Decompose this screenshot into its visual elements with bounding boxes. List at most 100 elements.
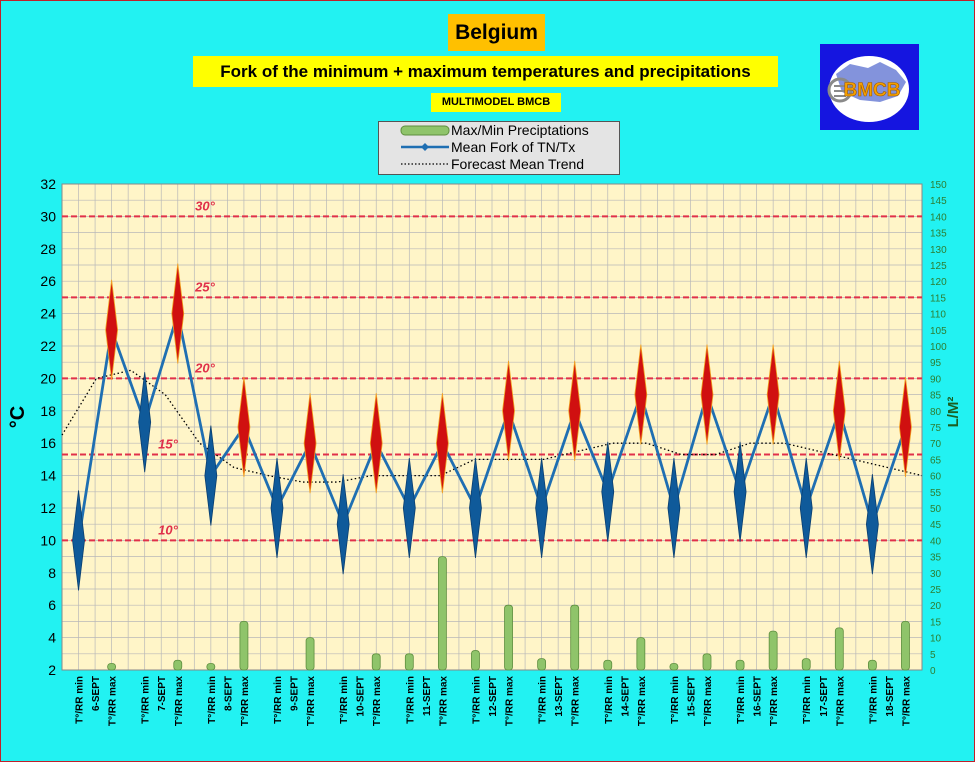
y2-tick-label: 20 (930, 601, 942, 612)
x-tick-label: T°/RR min (471, 676, 482, 724)
y2-tick-label: 100 (930, 342, 947, 353)
tmin-marker (138, 372, 152, 473)
y-tick-label: 20 (40, 370, 56, 386)
tmin-marker (204, 425, 218, 526)
tmin-marker (336, 474, 350, 575)
tmin-marker (72, 490, 85, 591)
precip-bar (636, 637, 646, 671)
x-tick-label: T°/RR min (75, 676, 86, 724)
tmax-marker (766, 344, 780, 445)
precip-bar (901, 621, 910, 671)
y2-tick-label: 95 (930, 358, 942, 369)
y2-tick-label: 40 (930, 536, 942, 547)
x-date-label: 11-SEPT (422, 676, 433, 716)
x-tick-label: T°/RR max (505, 676, 516, 727)
y2-tick-label: 45 (930, 520, 942, 531)
x-tick-label: T°/RR min (538, 676, 549, 724)
y2-tick-label: 150 (930, 180, 947, 191)
precip-bar (471, 650, 480, 671)
y2-tick-label: 120 (930, 277, 947, 288)
x-tick-label: T°/RR max (901, 676, 912, 727)
precip-bar (768, 630, 778, 671)
precip-bar (504, 604, 513, 671)
tmin-marker (799, 457, 813, 559)
y2-tick-label: 70 (930, 439, 942, 450)
y-tick-label: 12 (40, 500, 56, 516)
legend-mean-label: Mean Fork of TN/Tx (451, 139, 576, 155)
tmin-marker (402, 457, 416, 559)
precip-bar (834, 627, 844, 671)
y-tick-label: 16 (40, 435, 56, 451)
mean-fork-line (77, 313, 907, 541)
y2-tick-label: 125 (930, 261, 947, 272)
x-tick-label: T°/RR max (306, 676, 317, 727)
x-date-label: 14-SEPT (620, 676, 631, 717)
y-tick-label: 14 (40, 468, 56, 484)
tmax-marker (105, 279, 119, 380)
y-tick-label: 26 (40, 273, 56, 289)
reference-line-label: 15° (158, 437, 178, 452)
tmax-marker (502, 360, 515, 461)
y2-tick-label: 30 (930, 569, 942, 580)
y-tick-label: 2 (48, 662, 56, 678)
tmin-marker (535, 457, 549, 559)
chart-title: Belgium (448, 14, 545, 51)
y2-axis-label: L/M² (945, 397, 962, 428)
y2-tick-label: 60 (930, 472, 942, 483)
tmax-marker (303, 393, 317, 494)
y-tick-label: 8 (48, 565, 56, 581)
tmin-marker (733, 441, 747, 542)
y2-tick-label: 80 (930, 407, 942, 418)
y-tick-label: 10 (40, 532, 56, 548)
y-tick-label: 22 (40, 338, 56, 354)
chart-legend: Max/Min Preciptations Mean Fork of TN/Tx… (378, 121, 620, 175)
x-date-label: 9-SEPT (290, 676, 301, 711)
precip-bar (537, 658, 547, 671)
x-tick-label: T°/RR max (571, 676, 582, 727)
precip-bar (107, 663, 117, 671)
plot-border (61, 183, 923, 671)
bmcb-logo: BMCB (820, 44, 919, 130)
x-tick-label: T°/RR min (339, 676, 350, 724)
tmax-marker (832, 360, 846, 461)
tmax-marker (369, 393, 383, 494)
y2-tick-label: 0 (930, 666, 936, 677)
y-tick-label: 30 (40, 208, 56, 224)
y-tick-label: 28 (40, 241, 56, 257)
y2-tick-label: 115 (930, 293, 946, 304)
precip-bar (371, 653, 381, 671)
x-tick-label: T°/RR min (141, 676, 152, 724)
y2-tick-label: 35 (930, 553, 942, 564)
precip-bar (570, 604, 580, 671)
x-tick-label: T°/RR min (736, 676, 747, 724)
legend-mean-marker (421, 143, 429, 151)
tmax-marker (634, 344, 648, 445)
tmax-marker (568, 360, 582, 461)
y-axis-label: °C (7, 406, 29, 428)
reference-line-label: 10° (158, 522, 178, 537)
x-tick-label: T°/RR max (108, 676, 119, 727)
legend-trend-label: Forecast Mean Trend (451, 156, 585, 172)
reference-line-label: 25° (194, 279, 215, 294)
model-badge: MULTIMODEL BMCB (431, 93, 561, 112)
precip-bar (305, 637, 315, 671)
x-tick-label: T°/RR min (802, 676, 813, 724)
y-tick-label: 32 (40, 176, 56, 192)
y2-tick-label: 140 (930, 212, 947, 223)
y2-tick-label: 65 (930, 455, 942, 466)
x-tick-label: T°/RR min (405, 676, 416, 724)
legend-precip-label: Max/Min Preciptations (451, 122, 589, 138)
y-tick-label: 6 (48, 597, 56, 613)
x-tick-label: T°/RR max (372, 676, 383, 727)
y2-tick-label: 5 (930, 650, 936, 661)
tmin-marker (667, 457, 681, 559)
y-tick-label: 4 (48, 630, 56, 646)
precip-bar (867, 659, 877, 671)
precip-bar (735, 659, 745, 671)
chart-subtitle: Fork of the minimum + maximum temperatur… (193, 56, 778, 87)
precip-bar (801, 658, 811, 671)
precip-bar (437, 556, 447, 671)
x-tick-label: T°/RR max (438, 676, 449, 727)
x-tick-label: T°/RR max (769, 676, 780, 727)
precip-bar (702, 653, 712, 671)
